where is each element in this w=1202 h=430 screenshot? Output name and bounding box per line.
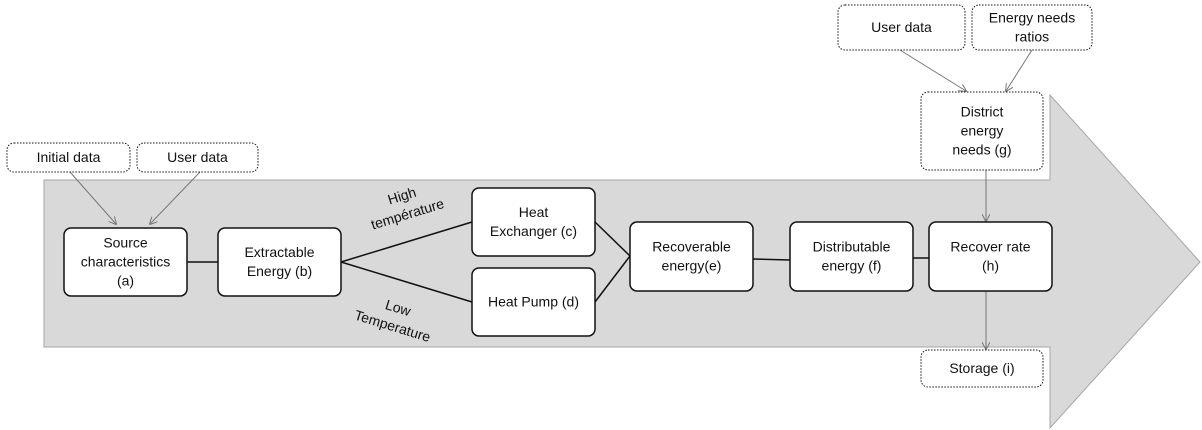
node-label: Heat xyxy=(519,204,549,220)
node-label: Heat Pump (d) xyxy=(488,294,579,310)
input-box xyxy=(837,4,966,51)
node-label: Extractable xyxy=(244,244,314,260)
node: Source characteristics (a) xyxy=(63,227,188,297)
connector xyxy=(594,255,631,303)
node-box xyxy=(789,221,914,292)
node: Storage (i) xyxy=(920,349,1044,388)
process-arrow xyxy=(43,93,1201,430)
node: Recover rate (h) xyxy=(928,221,1053,292)
node-box xyxy=(63,227,188,297)
input-label: Energy needs xyxy=(989,10,1075,26)
node: Heat Exchanger (c) xyxy=(471,187,596,257)
input: Initial data xyxy=(6,142,131,173)
node-label: (h) xyxy=(982,258,999,274)
node-box xyxy=(920,91,1044,171)
node-label: Source xyxy=(103,235,148,251)
node-box xyxy=(217,227,342,297)
input-box xyxy=(136,142,259,173)
connector xyxy=(594,221,631,257)
node-label: Storage (i) xyxy=(949,360,1014,376)
input-box xyxy=(971,4,1093,51)
node-label: needs (g) xyxy=(952,142,1011,158)
input-label: User data xyxy=(871,19,932,35)
input-label: ratios xyxy=(1015,29,1049,45)
node-box xyxy=(928,221,1053,292)
node-label: Energy (b) xyxy=(247,263,312,279)
node-box xyxy=(471,187,596,257)
input-box xyxy=(6,142,131,173)
connectors xyxy=(187,221,929,303)
node-label: District xyxy=(961,104,1004,120)
connector xyxy=(752,258,791,261)
input: User data xyxy=(837,4,966,51)
node-label: (a) xyxy=(117,273,134,289)
node-label: Recoverable xyxy=(652,239,731,255)
input-arrows xyxy=(69,49,1033,349)
node: Distributable energy (f) xyxy=(789,221,914,292)
node-label: Exchanger (c) xyxy=(490,223,577,239)
node-box xyxy=(471,267,596,337)
node: District energy needs (g) xyxy=(920,91,1044,171)
input-arrow xyxy=(150,171,201,224)
edge-label-text: Low xyxy=(384,296,414,319)
connector xyxy=(340,261,473,303)
connector xyxy=(340,221,473,263)
node-label: energy xyxy=(961,123,1004,139)
node-box xyxy=(920,349,1044,388)
input-arrow xyxy=(69,171,116,224)
node-label: characteristics xyxy=(81,254,170,270)
input-arrow xyxy=(1006,49,1033,91)
input-label: Initial data xyxy=(37,149,101,165)
node: Extractable Energy (b) xyxy=(217,227,342,297)
node: Heat Pump (d) xyxy=(471,267,596,337)
node-label: energy(e) xyxy=(662,258,722,274)
node-box xyxy=(629,221,754,292)
node-label: Distributable xyxy=(813,239,891,255)
input-arrow xyxy=(899,49,966,91)
input: User data xyxy=(136,142,259,173)
node-label: Recover rate xyxy=(950,239,1030,255)
node: Recoverable energy(e) xyxy=(629,221,754,292)
input-label: User data xyxy=(167,149,228,165)
input: Energy needs ratios xyxy=(971,4,1093,51)
node-label: energy (f) xyxy=(822,258,882,274)
